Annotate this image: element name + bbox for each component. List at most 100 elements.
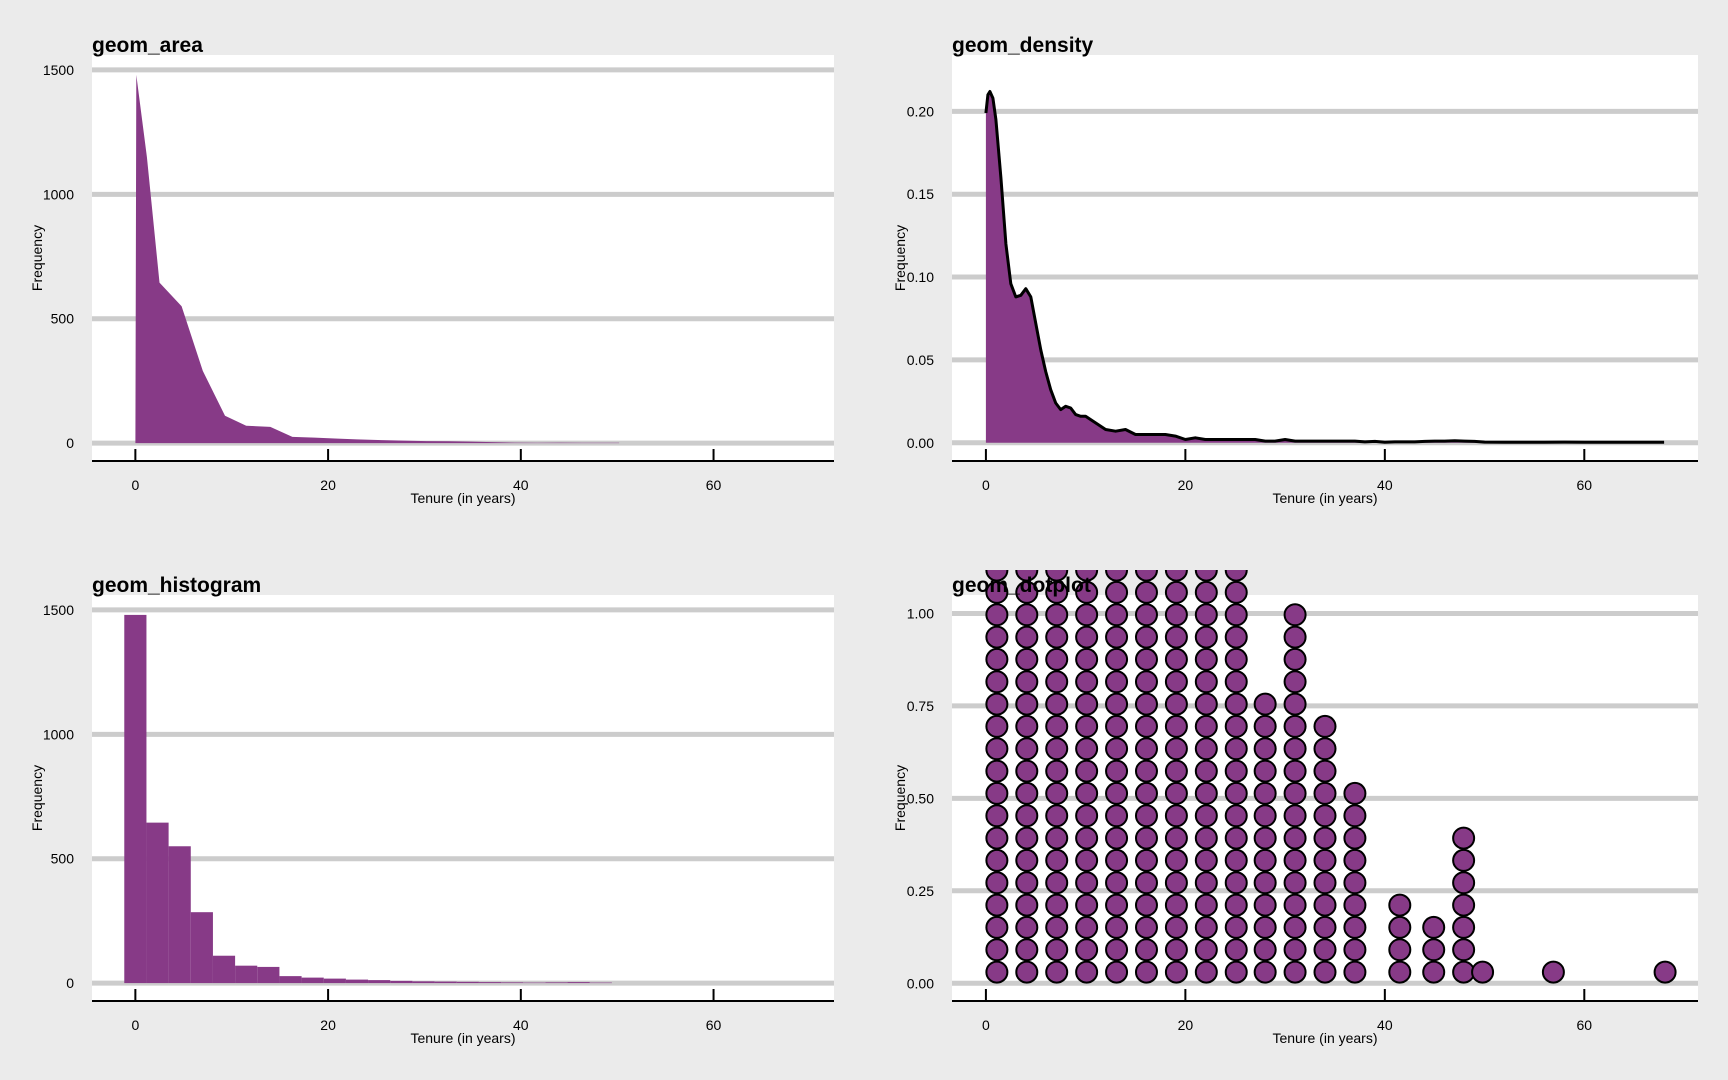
- dotplot-dot: [1105, 670, 1129, 694]
- histogram-bar: [212, 955, 236, 984]
- dotplot-dot: [985, 938, 1009, 962]
- dotplot-dot: [1134, 960, 1158, 984]
- histogram-bar: [434, 981, 457, 984]
- dotplot-dots: [985, 570, 1677, 984]
- histogram-bar: [567, 982, 590, 984]
- dotplot-dot: [1045, 625, 1069, 649]
- dotplot-dot: [1253, 871, 1277, 895]
- dotplot-dot: [1045, 603, 1069, 627]
- dotplot-dot: [1134, 647, 1158, 671]
- area-y-tick-label: 0: [66, 435, 74, 451]
- dotplot-dot: [985, 647, 1009, 671]
- dotplot-dot: [1343, 826, 1367, 850]
- dotplot-dot: [1253, 938, 1277, 962]
- dotplot-dot: [1045, 826, 1069, 850]
- dotplot-dot: [1105, 848, 1129, 872]
- dotplot-dot: [1134, 714, 1158, 738]
- dotplot-dot: [1134, 826, 1158, 850]
- histogram-x-tick-label: 60: [706, 1017, 722, 1033]
- dotplot-dot: [1105, 759, 1129, 783]
- histogram-bar: [390, 980, 413, 984]
- dotplot-dot: [1313, 759, 1337, 783]
- dotplot-dot: [1388, 915, 1412, 939]
- dotplot-dot: [1045, 893, 1069, 917]
- dotplot-dot: [1075, 826, 1099, 850]
- dotplot-dot: [1224, 915, 1248, 939]
- dotplot-dot: [1194, 804, 1218, 828]
- dotplot-dot: [1253, 804, 1277, 828]
- histogram-bar: [323, 978, 346, 984]
- histogram-bar: [456, 981, 479, 984]
- density-chart-panel: 0 20 40 60 0.00 0.05 0.10 0.15 0.20 geom_densit…: [892, 34, 1698, 506]
- dotplot-dot: [1313, 737, 1337, 761]
- dotplot-dot: [1045, 714, 1069, 738]
- histogram-bar: [412, 981, 435, 984]
- dotplot-dot: [1388, 893, 1412, 917]
- dotplot-y-tick-label: 0.50: [907, 790, 934, 806]
- dotplot-dot: [1194, 848, 1218, 872]
- dotplot-dot: [1015, 714, 1039, 738]
- histogram-x-tick-label: 20: [320, 1017, 336, 1033]
- dotplot-dot: [1283, 692, 1307, 716]
- dotplot-dot: [1224, 938, 1248, 962]
- dotplot-dot: [1283, 647, 1307, 671]
- dotplot-dot: [1313, 915, 1337, 939]
- dotplot-dot: [1283, 603, 1307, 627]
- histogram-bar: [345, 979, 369, 984]
- density-y-axis-label: Frequency: [892, 225, 908, 291]
- dotplot-dot: [1164, 848, 1188, 872]
- dotplot-dot: [985, 915, 1009, 939]
- dotplot-dot: [1105, 804, 1129, 828]
- dotplot-dot: [1105, 893, 1129, 917]
- dotplot-dot: [1134, 938, 1158, 962]
- dotplot-x-tick-label: 60: [1577, 1017, 1593, 1033]
- dotplot-dot: [985, 804, 1009, 828]
- dotplot-dot: [1164, 960, 1188, 984]
- dotplot-dot: [1452, 938, 1476, 962]
- dotplot-dot: [1075, 781, 1099, 805]
- dotplot-dot: [1194, 714, 1218, 738]
- area-y-tick-label: 1000: [43, 186, 74, 202]
- area-plot-background: [92, 55, 834, 461]
- dotplot-dot: [985, 670, 1009, 694]
- dotplot-dot: [1105, 647, 1129, 671]
- dotplot-dot: [1224, 893, 1248, 917]
- dotplot-y-tick-label: 0.75: [907, 698, 934, 714]
- histogram-x-tick-label: 0: [131, 1017, 139, 1033]
- dotplot-dot: [1105, 625, 1129, 649]
- dotplot-dot: [1283, 826, 1307, 850]
- dotplot-dot: [1045, 692, 1069, 716]
- dotplot-dot: [1164, 647, 1188, 671]
- dotplot-dot: [1015, 580, 1039, 604]
- dotplot-dot: [1313, 871, 1337, 895]
- dotplot-dot: [1045, 570, 1069, 582]
- dotplot-x-axis-label: Tenure (in years): [1272, 1030, 1377, 1046]
- histogram-plot-background: [92, 595, 834, 1001]
- dotplot-dot: [1164, 804, 1188, 828]
- area-y-tick-label: 1500: [43, 62, 74, 78]
- dotplot-y-ticks: 0.00 0.25 0.50 0.75 1.00: [907, 605, 934, 991]
- dotplot-dot: [1313, 804, 1337, 828]
- dotplot-dot: [1194, 915, 1218, 939]
- dotplot-dot: [1194, 759, 1218, 783]
- dotplot-dot: [1343, 938, 1367, 962]
- dotplot-dot: [1105, 781, 1129, 805]
- dotplot-dot: [1134, 737, 1158, 761]
- dotplot-dot: [1164, 938, 1188, 962]
- dotplot-dot: [1253, 848, 1277, 872]
- dotplot-dot: [1422, 960, 1446, 984]
- dotplot-x-tick-label: 0: [982, 1017, 990, 1033]
- dotplot-dot: [1452, 871, 1476, 895]
- dotplot-dot: [985, 625, 1009, 649]
- dotplot-dot: [1164, 826, 1188, 850]
- density-x-tick-label: 60: [1577, 477, 1593, 493]
- dotplot-dot: [1283, 804, 1307, 828]
- area-chart-panel: 0 20 40 60 0 500 1000 1500 geom_area Tenure (i…: [29, 34, 834, 506]
- dotplot-dot: [1343, 915, 1367, 939]
- histogram-bar: [545, 982, 568, 984]
- dotplot-dot: [1194, 938, 1218, 962]
- dotplot-dot: [1015, 893, 1039, 917]
- area-x-axis-label: Tenure (in years): [410, 490, 515, 506]
- dotplot-dot: [1164, 625, 1188, 649]
- dotplot-dot: [1015, 871, 1039, 895]
